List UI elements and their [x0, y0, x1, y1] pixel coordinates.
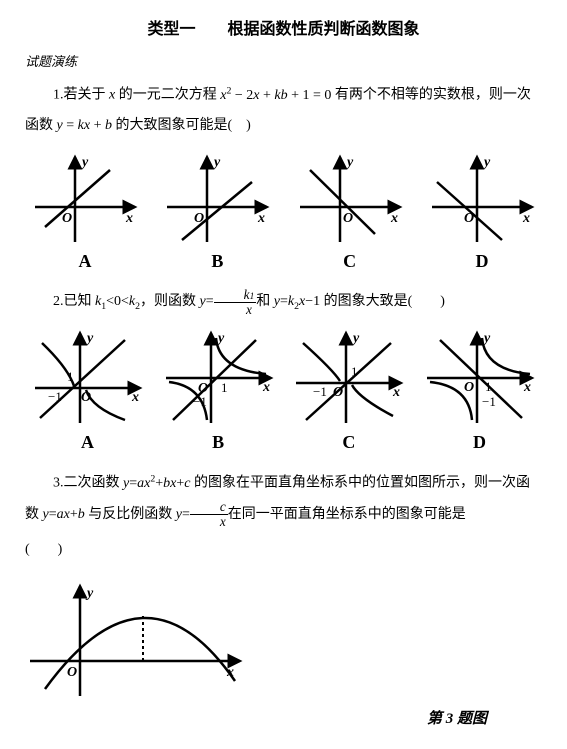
svg-text:−1: −1	[48, 389, 62, 404]
q2-choice-b: y x O 1 −1 B	[161, 328, 276, 453]
svg-text:x: x	[125, 211, 133, 226]
section-heading: 试题演练	[25, 51, 542, 70]
q1-choice-a: y x O A	[30, 152, 140, 272]
svg-text:x: x	[262, 380, 270, 395]
svg-text:y: y	[212, 155, 221, 170]
svg-text:y: y	[351, 331, 360, 346]
q3-figure: y x O	[25, 581, 542, 701]
svg-text:1: 1	[485, 379, 492, 394]
svg-text:1: 1	[67, 369, 74, 384]
q1-choice-c: y x O C	[295, 152, 405, 272]
svg-text:−1: −1	[313, 384, 327, 399]
svg-text:−1: −1	[193, 394, 207, 409]
svg-text:x: x	[392, 385, 400, 400]
svg-text:x: x	[523, 380, 531, 395]
svg-text:x: x	[226, 665, 234, 680]
svg-text:O: O	[62, 211, 72, 226]
page-title: 类型一 根据函数性质判断函数图象	[25, 15, 542, 39]
q2-choice-c: y x O 1 −1 C	[291, 328, 406, 453]
svg-text:1: 1	[351, 364, 358, 379]
svg-text:x: x	[257, 211, 265, 226]
svg-text:x: x	[390, 211, 398, 226]
svg-text:O: O	[464, 380, 474, 395]
question-3-paren: ( )	[25, 535, 542, 566]
svg-text:O: O	[81, 390, 91, 405]
q2-choice-d: y x O 1 −1 D	[422, 328, 537, 453]
q1-graph-d: y x O	[427, 152, 537, 247]
q2-graph-d: y x O 1 −1	[422, 328, 537, 428]
svg-text:O: O	[194, 211, 204, 226]
svg-text:y: y	[85, 586, 94, 601]
svg-text:x: x	[131, 390, 139, 405]
svg-text:y: y	[345, 155, 354, 170]
svg-text:y: y	[482, 331, 491, 346]
q2-choices: y x 1 −1 O A y x O 1 −1 B	[25, 328, 542, 453]
question-3: 3.二次函数 y=ax2+bx+c 的图象在平面直角坐标系中的位置如图所示，则一…	[25, 468, 542, 530]
q2-choice-a: y x 1 −1 O A	[30, 328, 145, 453]
svg-text:1: 1	[221, 380, 228, 395]
q2-graph-a: y x 1 −1 O	[30, 328, 145, 428]
q2-graph-c: y x O 1 −1	[291, 328, 406, 428]
svg-text:y: y	[80, 155, 89, 170]
svg-text:x: x	[522, 211, 530, 226]
svg-text:O: O	[67, 665, 77, 680]
svg-text:O: O	[464, 211, 474, 226]
q1-choice-d: y x O D	[427, 152, 537, 272]
q1-choices: y x O A y x O B y x O C	[25, 152, 542, 272]
svg-text:y: y	[216, 331, 225, 346]
svg-text:O: O	[333, 385, 343, 400]
svg-text:y: y	[85, 331, 94, 346]
q1-graph-a: y x O	[30, 152, 140, 247]
q1-graph-c: y x O	[295, 152, 405, 247]
q3-figure-caption: 第 3 题图	[25, 707, 542, 728]
svg-text:−1: −1	[482, 394, 496, 409]
question-2: 2.已知 k1<0<k2，则函数 y=k1x和 y=k2x−1 的图象大致是( …	[25, 287, 542, 318]
question-1: 1.若关于 x 的一元二次方程 x2 − 2x + kb + 1 = 0 有两个…	[25, 80, 542, 142]
svg-text:y: y	[482, 155, 491, 170]
q2-graph-b: y x O 1 −1	[161, 328, 276, 428]
q1-graph-b: y x O	[162, 152, 272, 247]
q1-choice-b: y x O B	[162, 152, 272, 272]
q3-parabola-graph: y x O	[25, 581, 245, 701]
svg-text:O: O	[343, 211, 353, 226]
